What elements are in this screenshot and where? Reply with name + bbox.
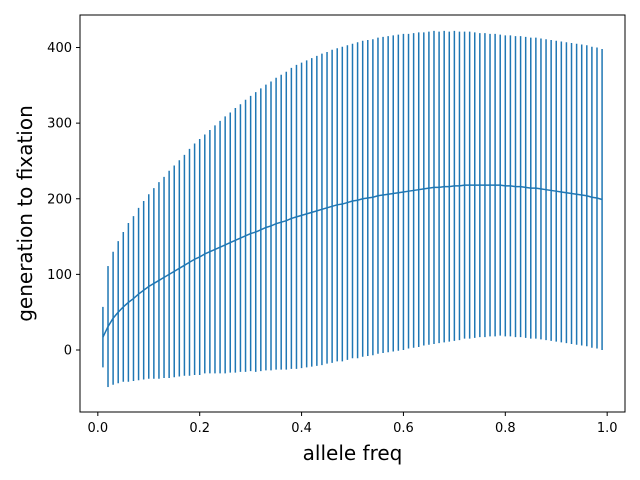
x-axis-label: allele freq [303,441,403,465]
y-tick-label: 400 [47,41,72,56]
y-axis-label: generation to fixation [13,105,37,322]
plot-frame [79,14,626,413]
x-tick-label: 0.6 [393,421,414,436]
x-tick-label: 0.0 [87,421,108,436]
y-tick-label: 200 [47,192,72,207]
x-tick-label: 0.8 [495,421,516,436]
y-tick-label: 100 [47,268,72,283]
y-tick-label: 0 [64,343,72,358]
y-tick-label: 300 [47,117,72,132]
x-tick-label: 0.4 [291,421,312,436]
x-axis: 0.0 0.2 0.4 0.6 0.8 1.0 [87,412,618,436]
x-tick-label: 1.0 [597,421,618,436]
series-layer [102,184,603,338]
x-tick-label: 0.2 [189,421,210,436]
y-axis: 0 100 200 300 400 [47,41,80,358]
series-line-0 [102,184,603,338]
